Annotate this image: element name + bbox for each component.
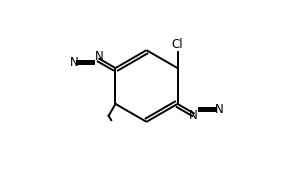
Text: Cl: Cl — [172, 38, 183, 51]
Text: N: N — [95, 50, 104, 63]
Text: N: N — [189, 109, 198, 122]
Text: N: N — [70, 56, 79, 69]
Text: N: N — [214, 103, 223, 116]
